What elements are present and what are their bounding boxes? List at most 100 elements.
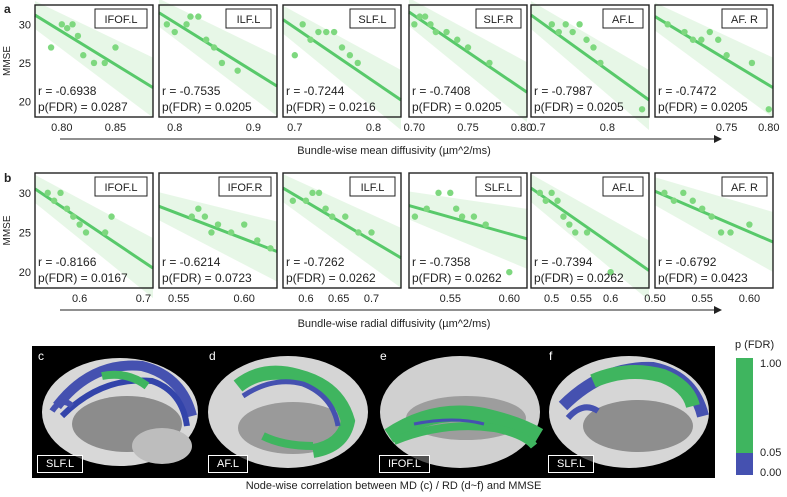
x-tick-label: 0.7 [364, 293, 379, 305]
panel-title: ILF.L [361, 182, 385, 194]
data-point [560, 213, 567, 220]
x-tick-label: 0.55 [691, 293, 712, 305]
data-point [368, 229, 375, 236]
panel-title: AF. R [731, 14, 758, 26]
panel-title-box [349, 176, 396, 197]
data-point [680, 189, 687, 197]
scatter-row-b: b MMSE 20 25 30 IFOF.L r = -0.8166 p(FDR) = 0.0… [2, 171, 774, 330]
regression-line [158, 11, 278, 88]
colorbar-blue-segment [736, 453, 753, 475]
data-point [63, 24, 71, 32]
data-point [597, 59, 604, 67]
y-tick-label: 30 [19, 19, 31, 31]
regression-line [282, 186, 402, 260]
data-point [330, 28, 338, 36]
data-point [307, 36, 314, 43]
data-point [542, 197, 549, 204]
data-point [183, 21, 190, 28]
panel-title: IFOF.L [104, 14, 137, 26]
confidence-band [655, 177, 773, 272]
regression-line [530, 13, 650, 102]
x-tick-label: 0.60 [739, 293, 760, 305]
x-tick-label: 0.55 [168, 293, 189, 305]
row-letter: a [4, 2, 11, 16]
x-tick-label: 0.85 [105, 122, 126, 134]
correlation-r: r = -0.7394 [534, 255, 593, 269]
correlation-r: r = -0.7987 [534, 84, 593, 98]
x-tick-label: 0.50 [644, 293, 665, 305]
data-point [699, 205, 706, 212]
x-tick-label: 0.6 [298, 293, 313, 305]
scatter-panel-ifofl: IFOF.L r = -0.6938 p(FDR) = 0.0287 0.80 0.85 [34, 1, 154, 134]
data-point [717, 229, 725, 236]
scatter-row-a: a MMSE 20 25 30 IFOF.L r = -0.6938 p(FDR) = 0.0… [2, 0, 779, 157]
x-tick-label: 0.65 [328, 293, 349, 305]
data-point [218, 59, 226, 67]
x-tick-label: 0.9 [246, 122, 261, 134]
data-point [171, 28, 178, 36]
x-tick-label: 0.75 [716, 122, 737, 134]
correlation-p: p(FDR) = 0.0723 [162, 271, 252, 285]
data-point [210, 44, 218, 51]
data-point [638, 106, 646, 113]
data-point [101, 59, 108, 67]
data-point [590, 44, 597, 51]
scatter-panel-ilfl: ILF.L r = -0.7535 p(FDR) = 0.0205 0.8 0.9 [158, 0, 278, 134]
panel-frame [408, 4, 528, 118]
data-point [208, 229, 215, 236]
x-tick-label: 0.5 [544, 293, 559, 305]
x-axis-arrowhead [714, 135, 722, 143]
data-point [354, 59, 361, 67]
data-point [50, 197, 58, 204]
brain-panel-e: e IFOF.L [374, 346, 546, 478]
x-axis-label: Bundle-wise mean diffusivity (µm^2/ms) [297, 145, 490, 157]
panel-letter: c [38, 349, 44, 363]
brain-panel-c: c SLF.L [32, 346, 204, 478]
data-point [536, 189, 544, 197]
data-point [70, 213, 77, 220]
panel-frame [408, 172, 528, 289]
data-point [322, 205, 329, 212]
data-point [188, 213, 195, 220]
data-point [708, 213, 715, 220]
panel-frame [530, 172, 650, 289]
panel-title: ILF.L [237, 14, 261, 26]
data-point [227, 229, 235, 236]
brain-panel-f: f SLF.L [543, 346, 715, 478]
data-point [342, 213, 349, 220]
data-point [411, 213, 419, 220]
data-point [82, 229, 90, 236]
data-point [346, 52, 354, 59]
confidence-band [159, 0, 277, 117]
panel-title: SLF.L [358, 14, 386, 26]
data-point [572, 229, 579, 236]
y-axis-label: MMSE [2, 46, 13, 76]
x-tick-label: 0.70 [404, 122, 425, 134]
data-point [453, 205, 460, 212]
data-point [482, 221, 489, 228]
data-point [63, 205, 71, 212]
data-point [548, 189, 555, 197]
data-point [309, 189, 316, 197]
data-point [187, 13, 194, 20]
correlation-r: r = -0.7408 [412, 84, 471, 98]
panel-title: AF.L [612, 14, 634, 26]
confidence-band [409, 191, 527, 269]
data-point [681, 28, 688, 36]
confidence-band [531, 174, 649, 301]
colorbar-tick: 0.05 [760, 447, 782, 459]
data-point [289, 197, 297, 204]
panel-title-box [349, 8, 396, 29]
data-point [214, 221, 222, 228]
tractography-image [380, 356, 544, 468]
panel-frame [34, 4, 154, 118]
panel-title: AF. R [731, 182, 758, 194]
data-point [464, 44, 472, 51]
panel-title: IFOF.L [104, 182, 137, 194]
data-point [486, 59, 493, 67]
data-point [506, 268, 513, 276]
panel-title-box [721, 176, 768, 197]
scatter-rows: a MMSE 20 25 30 IFOF.L r = -0.6938 p(FDR) = 0.0… [2, 0, 779, 330]
data-point [203, 36, 210, 43]
